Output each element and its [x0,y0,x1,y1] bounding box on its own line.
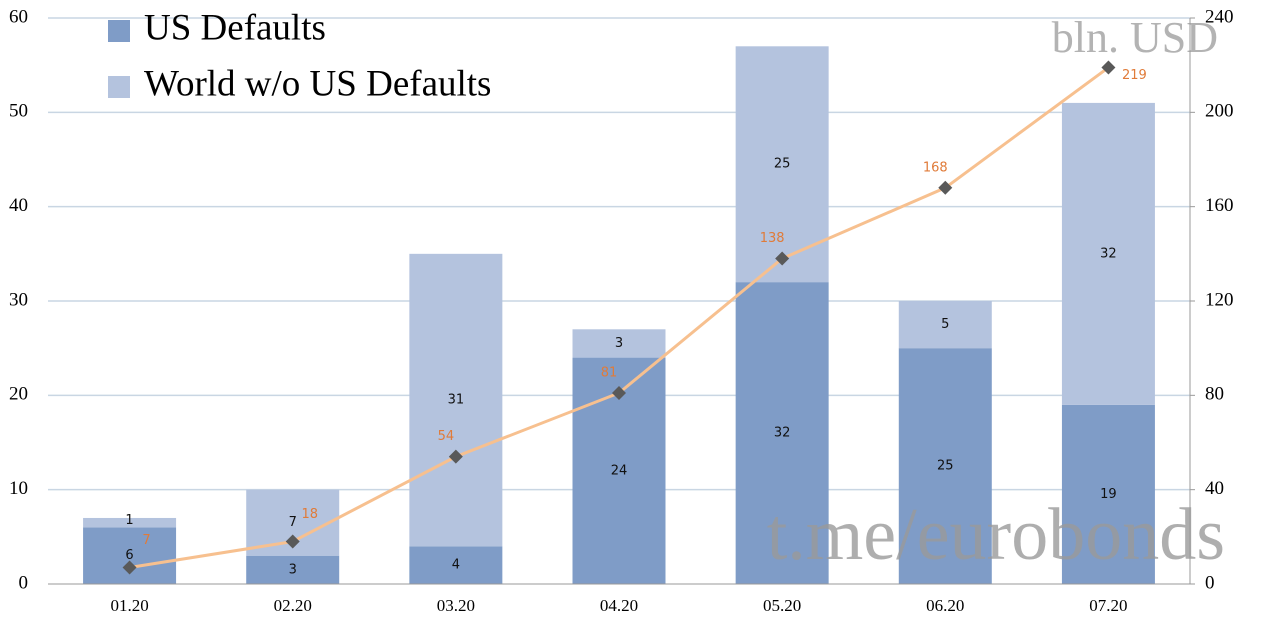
legend-swatch [108,76,130,98]
line-marker [1101,60,1116,75]
y-tick-label: 30 [9,289,28,310]
y-tick-label: 60 [9,6,28,27]
line-value-label: 81 [601,365,618,380]
bar-value-label: 25 [774,157,791,172]
x-tick-label: 01.20 [110,596,148,615]
y2-tick-label: 120 [1205,289,1234,310]
y2-tick-label: 160 [1205,195,1234,216]
line-marker [775,251,790,266]
bar-segment [83,517,177,528]
bar-value-label: 4 [452,558,460,573]
y2-tick-label: 200 [1205,101,1234,122]
bar-value-label: 32 [1100,246,1117,261]
line-marker [122,560,137,575]
y-tick-label: 40 [9,195,28,216]
bar-value-label: 25 [937,459,954,474]
x-tick-label: 04.20 [600,596,638,615]
bar-segment [1061,102,1155,405]
unit-annotation: bln. USD [1052,13,1218,62]
watermark: t.me/eurobonds [767,494,1225,576]
bar-segment [735,282,829,584]
y2-tick-label: 40 [1205,478,1224,499]
line-value-label: 18 [301,507,318,522]
bar-segment [898,348,992,584]
x-tick-label: 02.20 [274,596,312,615]
line-value-label: 168 [923,160,948,175]
bar-segment [735,46,829,283]
legend-label: US Defaults [144,7,326,48]
y-tick-label: 50 [9,101,28,122]
x-tick-label: 05.20 [763,596,801,615]
bar-segment [246,555,340,584]
bar-value-label: 19 [1100,487,1117,502]
y-tick-label: 20 [9,384,28,405]
bar-value-label: 7 [289,515,297,530]
bar-segment [572,329,666,358]
line-value-label: 219 [1122,68,1147,83]
bar-segment [409,253,503,547]
bar-value-label: 6 [125,548,133,563]
legend-swatch [108,20,130,42]
bar-segment [409,546,503,584]
line-marker [448,449,463,464]
bar-value-label: 1 [125,513,133,528]
y2-tick-label: 240 [1205,6,1234,27]
x-tick-label: 07.20 [1089,596,1127,615]
bar-segment [83,527,177,584]
line-marker [285,534,300,549]
bar-value-label: 24 [611,463,628,478]
y2-tick-label: 0 [1205,572,1215,593]
bar-value-label: 31 [448,393,465,408]
line-value-label: 54 [438,429,455,444]
legend-label: World w/o US Defaults [144,63,491,104]
line-marker [612,385,626,400]
y-tick-label: 0 [19,572,29,593]
bar-value-label: 32 [774,426,791,441]
bar-segment [898,301,992,349]
x-tick-label: 03.20 [437,596,475,615]
bar-value-label: 3 [615,336,623,351]
bar-value-label: 5 [941,317,949,332]
line-marker [938,180,953,195]
y2-tick-label: 80 [1205,384,1224,405]
x-tick-label: 06.20 [926,596,964,615]
bar-value-label: 3 [289,562,297,577]
bar-segment [1061,404,1155,584]
line-value-label: 7 [142,533,150,548]
line-value-label: 138 [760,231,785,246]
y-tick-label: 10 [9,478,28,499]
